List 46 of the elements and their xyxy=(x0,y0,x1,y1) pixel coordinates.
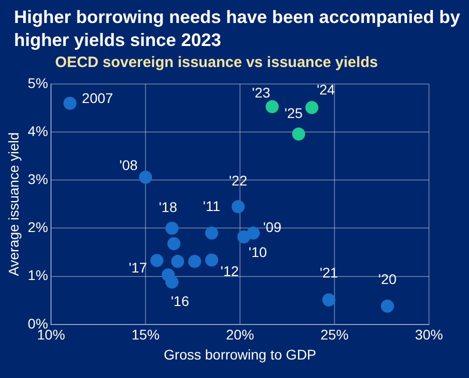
annotation: '11 xyxy=(203,198,220,214)
x-tick-label: 25% xyxy=(320,326,349,343)
x-tick-label: 15% xyxy=(132,326,160,343)
y-tick-label: 3% xyxy=(28,171,48,188)
annotation: '16 xyxy=(170,292,190,309)
y-tick-label: 0% xyxy=(28,315,48,332)
chart-title: Higher borrowing needs have been accompanied by higher yields since 2023 xyxy=(13,6,462,52)
y-axis-title: Average issuance yield xyxy=(5,132,22,276)
point xyxy=(205,226,218,240)
y-tick-label: 5% xyxy=(28,74,48,91)
x-axis-title: Gross borrowing to GDP xyxy=(164,346,316,362)
annotation: 2007 xyxy=(82,90,114,106)
x-tick-label: 20% xyxy=(226,326,254,343)
chart-subtitle: OECD sovereign issuance vs issuance yields xyxy=(55,54,378,72)
point xyxy=(237,230,250,244)
annotation: '25 xyxy=(284,104,303,121)
point xyxy=(63,96,76,110)
annotation: '12 xyxy=(220,262,240,279)
point xyxy=(232,200,245,214)
annotation: '20 xyxy=(378,270,397,287)
y-tick-label: 4% xyxy=(28,122,48,139)
annotation: '23 xyxy=(252,84,270,100)
x-tick-label: 30% xyxy=(414,326,444,343)
annotation: '10 xyxy=(248,244,268,260)
annotation: '24 xyxy=(316,81,336,98)
point xyxy=(205,253,218,266)
point xyxy=(171,254,184,268)
point xyxy=(188,254,202,268)
point xyxy=(380,300,394,313)
annotation: '09 xyxy=(263,218,282,235)
annotation: '08 xyxy=(119,157,138,174)
annotation: '21 xyxy=(320,264,338,281)
point xyxy=(292,128,306,141)
point xyxy=(150,254,164,267)
point xyxy=(165,222,178,235)
point xyxy=(305,101,318,114)
annotation: '17 xyxy=(128,259,148,276)
y-tick-label: 2% xyxy=(28,219,48,236)
annotation: '18 xyxy=(158,199,178,216)
point xyxy=(322,293,336,306)
point xyxy=(165,276,178,289)
point xyxy=(139,170,152,184)
point xyxy=(167,237,180,250)
annotation: '22 xyxy=(229,172,248,188)
y-tick-label: 1% xyxy=(28,267,48,284)
point xyxy=(266,100,279,114)
